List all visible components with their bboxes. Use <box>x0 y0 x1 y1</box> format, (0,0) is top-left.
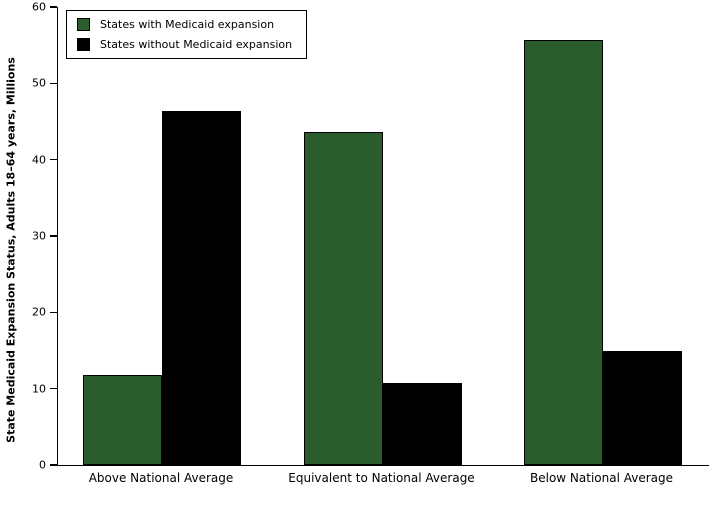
legend-item: States with Medicaid expansion <box>77 18 292 32</box>
x-category-label: Equivalent to National Average <box>288 471 475 485</box>
legend-label: States with Medicaid expansion <box>100 18 275 31</box>
x-category-label: Above National Average <box>88 471 234 485</box>
y-tick-mark <box>49 158 57 161</box>
legend-label: States without Medicaid expansion <box>100 38 293 52</box>
y-tick-label: 10 <box>32 382 46 396</box>
y-tick-label: 50 <box>32 76 46 90</box>
y-tick-label: 40 <box>32 153 46 167</box>
bar <box>523 39 603 465</box>
legend-swatch-icon <box>77 38 90 52</box>
bar <box>83 374 162 465</box>
y-tick-label: 30 <box>32 229 46 243</box>
y-tick-label: 0 <box>39 458 46 472</box>
y-tick-label: 60 <box>32 0 46 14</box>
legend-swatch-icon <box>77 18 90 32</box>
y-tick-mark <box>49 235 57 237</box>
legend-item: States without Medicaid expansion <box>77 38 293 52</box>
y-axis-title: State Medicaid Expansion Status, Adults … <box>4 57 18 443</box>
y-tick-mark <box>49 464 57 466</box>
plot-area: States with Medicaid expansion States wit… <box>32 2 709 471</box>
y-tick-label: 20 <box>32 305 46 319</box>
bar <box>382 383 462 465</box>
y-tick-mark <box>49 6 57 8</box>
y-tick-mark <box>49 311 57 314</box>
x-category-label: Below National Average <box>529 471 674 485</box>
legend: States with Medicaid expansion States wit… <box>66 10 308 60</box>
bar <box>162 110 241 465</box>
y-tick-mark <box>49 387 57 390</box>
bar <box>602 350 682 465</box>
y-tick-mark <box>49 82 57 85</box>
bar <box>303 132 383 465</box>
